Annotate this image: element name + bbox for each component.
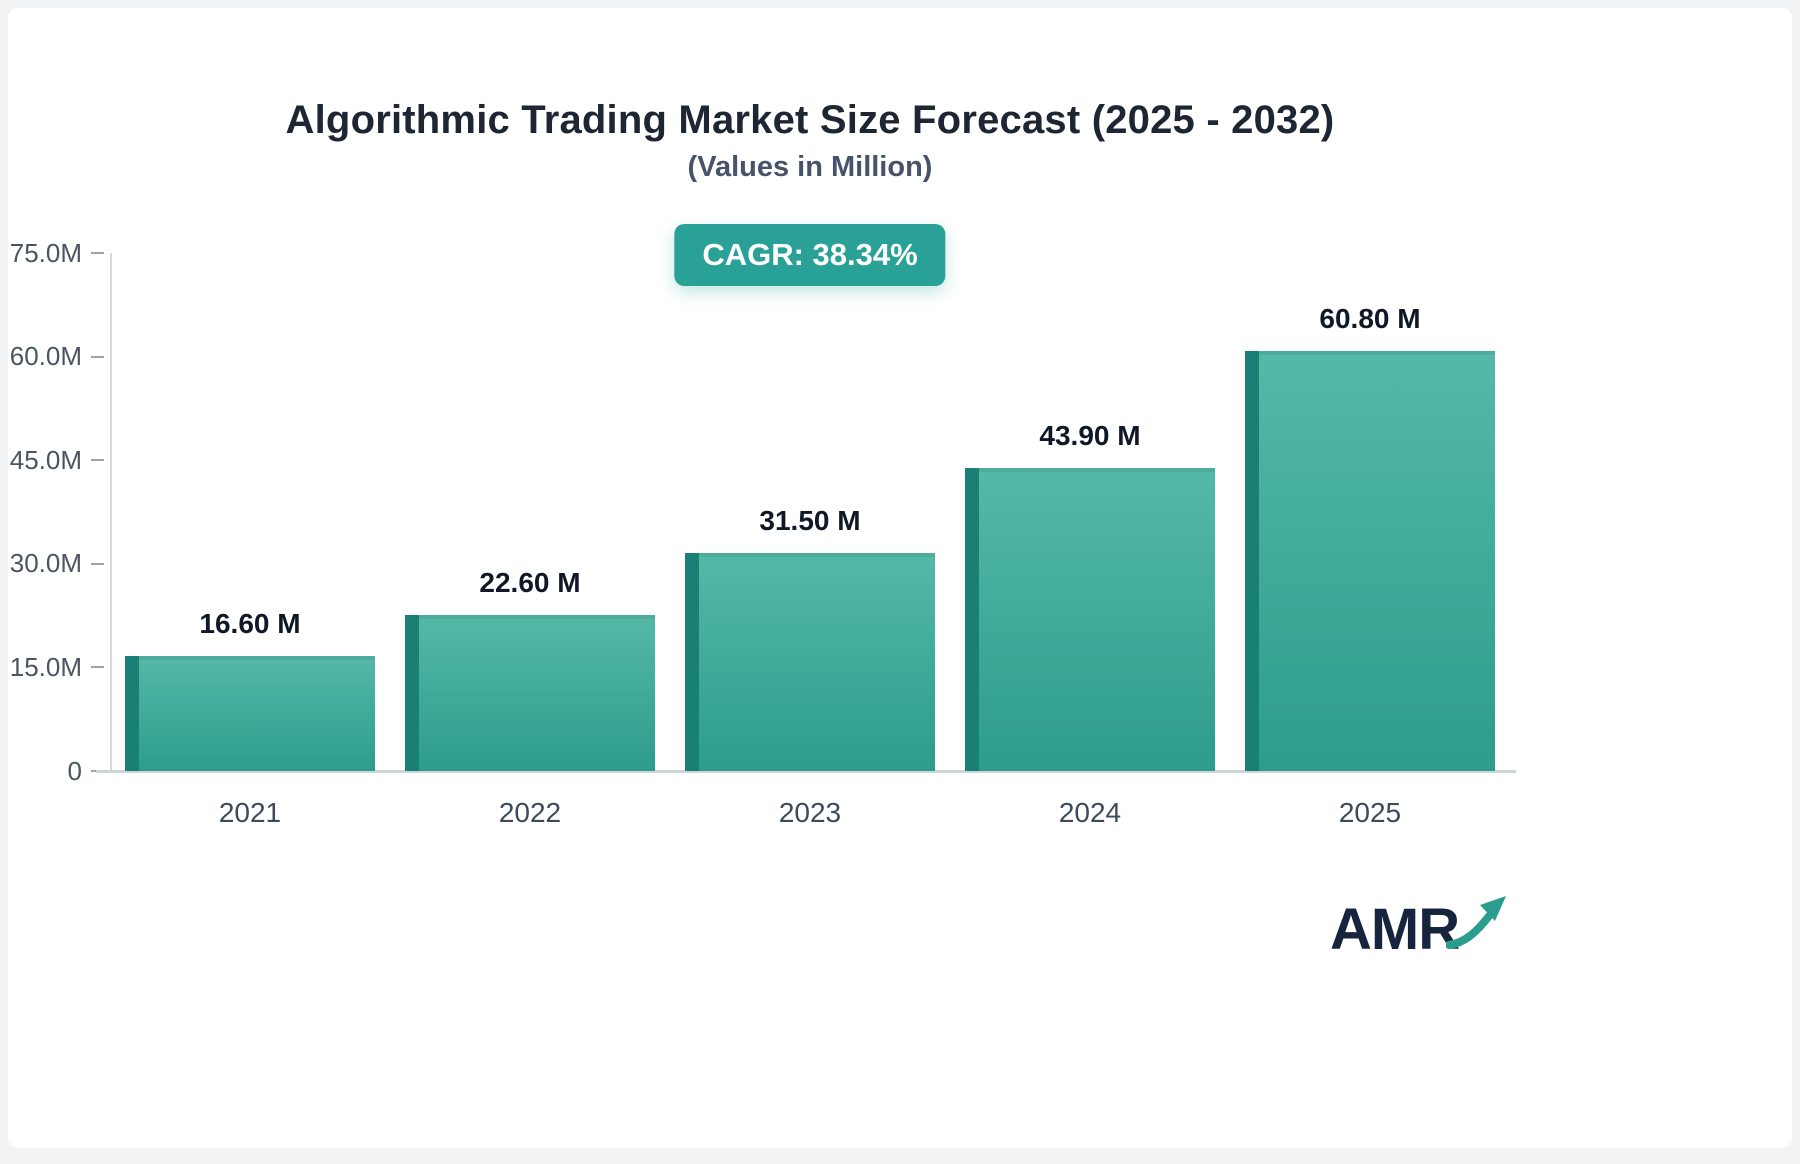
- y-tick: 0: [8, 755, 104, 786]
- x-axis-label: 2021: [218, 797, 282, 828]
- y-tick-mark: [91, 459, 104, 462]
- y-tick-label: 30.0M: [9, 548, 82, 579]
- chart-title: Algorithmic Trading Market Size Forecast…: [285, 98, 1335, 142]
- bar: [405, 614, 655, 771]
- bar-group: 22.60 M 2022: [390, 253, 670, 828]
- x-axis-label: 2025: [1338, 797, 1402, 828]
- y-tick-mark: [91, 666, 104, 669]
- y-tick-mark: [91, 355, 104, 358]
- y-tick-label: 75.0M: [9, 237, 82, 268]
- x-axis-label: 2023: [778, 797, 842, 828]
- bar-value-label: 22.60 M: [479, 566, 581, 598]
- amr-logo-text: AMR: [1330, 897, 1460, 962]
- y-tick-label: 0: [67, 755, 82, 786]
- bar-group: 60.80 M 2025: [1230, 253, 1510, 828]
- amr-logo: AMR: [1330, 896, 1530, 976]
- y-tick-label: 15.0M: [9, 651, 82, 682]
- bar: [685, 553, 935, 771]
- chart-subtitle: (Values in Million): [687, 151, 933, 183]
- bar-value-label: 60.80 M: [1319, 303, 1421, 335]
- bar-value-label: 16.60 M: [199, 608, 301, 640]
- y-tick: 60.0M: [8, 341, 104, 372]
- bar: [1245, 351, 1495, 771]
- bar-group: 31.50 M 2023: [670, 253, 950, 828]
- x-axis-line: [96, 770, 1516, 773]
- bar: [965, 467, 1215, 771]
- bar-chart: 0 15.0M 30.0M 45.0M 60.0M 75.0M 16.60 M 2021 22…: [8, 8, 1792, 1148]
- trend-arrow-icon: [1446, 896, 1506, 949]
- bar-value-label: 31.50 M: [759, 505, 861, 537]
- y-axis: 0 15.0M 30.0M 45.0M 60.0M 75.0M: [8, 238, 104, 786]
- y-tick: 15.0M: [8, 651, 104, 682]
- y-tick: 75.0M: [8, 237, 104, 268]
- bar-group: 16.60 M 2021: [110, 253, 390, 828]
- y-tick: 30.0M: [8, 548, 104, 579]
- chart-card: Algorithmic Trading Market Size Forecast…: [8, 8, 1792, 1148]
- y-tick-mark: [91, 252, 104, 254]
- plot-area: 16.60 M 2021 22.60 M 2022 31.50 M 2023 43.90 M…: [96, 253, 1516, 828]
- x-axis-label: 2022: [498, 797, 562, 828]
- x-axis-label: 2024: [1058, 797, 1122, 828]
- bar-value-label: 43.90 M: [1039, 419, 1141, 451]
- y-tick-label: 60.0M: [9, 341, 82, 372]
- bar: [125, 656, 375, 771]
- y-tick-mark: [91, 562, 104, 565]
- bar-group: 43.90 M 2024: [950, 253, 1230, 828]
- y-tick-label: 45.0M: [9, 444, 82, 475]
- cagr-badge: CAGR: 38.34%: [674, 224, 946, 286]
- bar-series: 16.60 M 2021 22.60 M 2022 31.50 M 2023 43.90 M…: [110, 253, 1510, 828]
- y-axis-line: [110, 253, 112, 771]
- y-tick: 45.0M: [8, 444, 104, 475]
